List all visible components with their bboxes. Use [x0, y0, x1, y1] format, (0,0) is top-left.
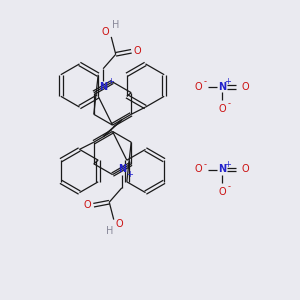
Text: O: O	[242, 164, 249, 175]
Text: -: -	[227, 100, 230, 109]
Text: N: N	[218, 164, 226, 175]
Text: H: H	[106, 226, 113, 236]
Text: +: +	[126, 170, 133, 179]
Text: O: O	[195, 82, 203, 92]
Text: O: O	[134, 46, 141, 56]
Text: -: -	[204, 160, 207, 169]
Text: O: O	[195, 164, 203, 175]
Text: +: +	[107, 77, 114, 86]
Text: O: O	[218, 104, 226, 115]
Text: O: O	[101, 27, 109, 38]
Text: N: N	[99, 82, 107, 92]
Text: +: +	[225, 160, 231, 169]
Text: -: -	[227, 182, 230, 191]
Text: O: O	[116, 219, 124, 229]
Text: N: N	[218, 82, 226, 92]
Text: O: O	[242, 82, 249, 92]
Text: -: -	[204, 77, 207, 86]
Text: O: O	[218, 187, 226, 197]
Text: +: +	[225, 77, 231, 86]
Text: N: N	[118, 164, 126, 174]
Text: H: H	[112, 20, 119, 31]
Text: O: O	[84, 200, 92, 210]
